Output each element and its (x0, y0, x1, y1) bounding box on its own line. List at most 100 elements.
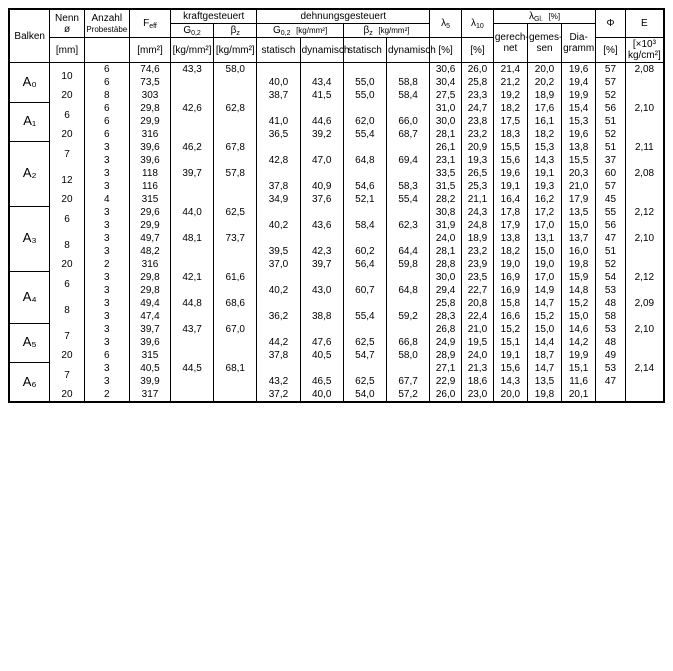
balken-label: A₃ (9, 206, 50, 271)
data-cell: 68,6 (214, 297, 257, 310)
data-cell: 64,4 (386, 245, 429, 258)
data-cell: 16,1 (527, 115, 561, 128)
table-row: 329,940,243,658,462,331,924,817,917,015,… (9, 219, 664, 232)
data-cell (625, 284, 664, 297)
data-cell: 17,0 (527, 271, 561, 284)
data-cell: 18,2 (493, 102, 527, 115)
data-cell: 37,2 (257, 388, 300, 402)
data-cell (214, 388, 257, 402)
data-cell: 3 (84, 245, 129, 258)
data-cell: 53 (596, 284, 626, 297)
data-cell (625, 310, 664, 323)
data-cell (343, 206, 386, 219)
data-cell: 26,1 (430, 141, 462, 154)
data-cell: 44,5 (170, 362, 213, 375)
data-cell: 118 (130, 167, 171, 180)
data-cell: 39,9 (130, 375, 171, 388)
data-cell (170, 310, 213, 323)
balken-label: A₄ (9, 271, 50, 323)
data-cell: 49,4 (130, 297, 171, 310)
data-cell: 39,7 (300, 258, 343, 271)
data-cell: 39,5 (257, 245, 300, 258)
data-cell: 66,8 (386, 336, 429, 349)
data-cell: 43,4 (300, 76, 343, 89)
data-cell (214, 76, 257, 89)
data-cell: 3 (84, 206, 129, 219)
data-cell (170, 245, 213, 258)
data-cell: 43,0 (300, 284, 343, 297)
data-cell: 60 (596, 167, 626, 180)
nenn-cell: 20 (50, 128, 84, 141)
data-cell: 36,5 (257, 128, 300, 141)
table-row: 8349,748,173,724,018,913,813,113,7472,10 (9, 232, 664, 245)
hdr-pct3: [%] (596, 38, 626, 63)
data-cell: 317 (130, 388, 171, 402)
data-cell: 16,4 (493, 193, 527, 206)
table-row: 20431534,937,652,155,428,221,116,416,217… (9, 193, 664, 206)
data-cell (257, 102, 300, 115)
data-cell (386, 63, 429, 77)
data-cell: 14,3 (493, 375, 527, 388)
data-cell: 6 (84, 115, 129, 128)
data-cell: 315 (130, 349, 171, 362)
data-cell: 8 (84, 89, 129, 102)
hdr-dyn1: dynamisch (300, 38, 343, 63)
data-cell: 3 (84, 232, 129, 245)
data-cell: 29,8 (130, 271, 171, 284)
table-row: 629,941,044,662,066,030,023,817,516,115,… (9, 115, 664, 128)
data-cell (257, 362, 300, 375)
data-cell: 16,6 (493, 310, 527, 323)
data-cell: 57,2 (386, 388, 429, 402)
hdr-stat2: statisch (343, 38, 386, 63)
data-cell (386, 297, 429, 310)
data-cell: 39,7 (130, 323, 171, 336)
data-cell: 23,1 (430, 154, 462, 167)
data-cell: 23,0 (462, 388, 494, 402)
data-cell: 59,2 (386, 310, 429, 323)
data-cell: 37,6 (300, 193, 343, 206)
data-cell (343, 232, 386, 245)
data-cell: 3 (84, 167, 129, 180)
data-cell: 28,2 (430, 193, 462, 206)
data-cell (170, 115, 213, 128)
data-cell (343, 167, 386, 180)
data-cell: 36,2 (257, 310, 300, 323)
data-cell: 56 (596, 219, 626, 232)
data-cell: 24,8 (462, 219, 494, 232)
data-cell: 68,7 (386, 128, 429, 141)
data-cell: 67,7 (386, 375, 429, 388)
data-cell: 25,3 (462, 180, 494, 193)
data-cell: 28,3 (430, 310, 462, 323)
data-cell (625, 349, 664, 362)
table-row: 339,644,247,662,566,824,919,515,114,414,… (9, 336, 664, 349)
data-cell: 6 (84, 63, 129, 77)
data-cell (386, 206, 429, 219)
data-cell: 58,8 (386, 76, 429, 89)
data-cell: 17,9 (493, 219, 527, 232)
data-cell: 59,8 (386, 258, 429, 271)
data-cell (625, 180, 664, 193)
data-cell: 28,1 (430, 128, 462, 141)
data-cell: 6 (84, 76, 129, 89)
data-cell: 2,08 (625, 63, 664, 77)
data-cell (625, 76, 664, 89)
table-row: A₅7339,743,767,026,821,015,215,014,6532,… (9, 323, 664, 336)
data-cell: 53 (596, 323, 626, 336)
data-cell (300, 206, 343, 219)
data-cell (170, 89, 213, 102)
data-cell: 20,8 (462, 297, 494, 310)
nenn-cell: 8 (50, 232, 84, 258)
data-cell: 3 (84, 362, 129, 375)
data-cell: 56 (596, 102, 626, 115)
data-cell: 30,6 (430, 63, 462, 77)
data-cell: 58,3 (386, 180, 429, 193)
data-cell (386, 271, 429, 284)
hdr-diagramm: Dia- gramm (562, 24, 596, 63)
data-cell (257, 232, 300, 245)
data-cell: 19,6 (493, 167, 527, 180)
data-cell: 54,7 (343, 349, 386, 362)
data-cell: 45 (596, 193, 626, 206)
data-cell: 29,4 (430, 284, 462, 297)
data-cell (170, 284, 213, 297)
data-cell: 15,2 (527, 310, 561, 323)
